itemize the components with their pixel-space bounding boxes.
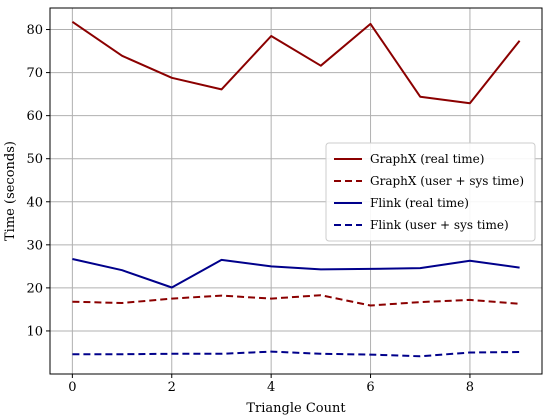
legend-box [325, 142, 536, 242]
x-tick-label: 2 [168, 380, 176, 395]
series-line-3 [72, 258, 520, 289]
y-tick-label: 50 [26, 152, 43, 167]
legend-label: Flink (real time) [370, 196, 469, 210]
ticks: 0 2 4 6 8 10 20 30 40 50 60 70 80 [26, 23, 474, 395]
x-tick-label: 8 [466, 380, 474, 395]
legend-label: Flink (user + sys time) [370, 218, 509, 232]
x-tick-label: 6 [366, 380, 374, 395]
x-axis-label: Triangle Count [246, 401, 346, 416]
y-tick-label: 30 [26, 238, 43, 253]
x-tick-label: 0 [68, 380, 76, 395]
series-line-2 [72, 294, 520, 307]
y-axis-label: Time (seconds) [3, 141, 18, 241]
plot-frame [49, 7, 543, 375]
series-lines [71, 20, 521, 358]
y-tick-label: 40 [26, 195, 43, 210]
legend-label: GraphX (user + sys time) [370, 174, 524, 188]
y-tick-label: 20 [26, 281, 43, 296]
y-tick-label: 10 [26, 324, 43, 339]
y-tick-label: 80 [26, 23, 43, 38]
y-tick-label: 70 [26, 66, 43, 81]
series-line-1 [71, 20, 521, 105]
y-tick-label: 60 [26, 109, 43, 124]
series-line-4 [72, 350, 520, 358]
legend-label: GraphX (real time) [370, 152, 484, 166]
legend: GraphX (real time) GraphX (user + sys tim… [325, 142, 536, 242]
x-tick-label: 4 [267, 380, 275, 395]
